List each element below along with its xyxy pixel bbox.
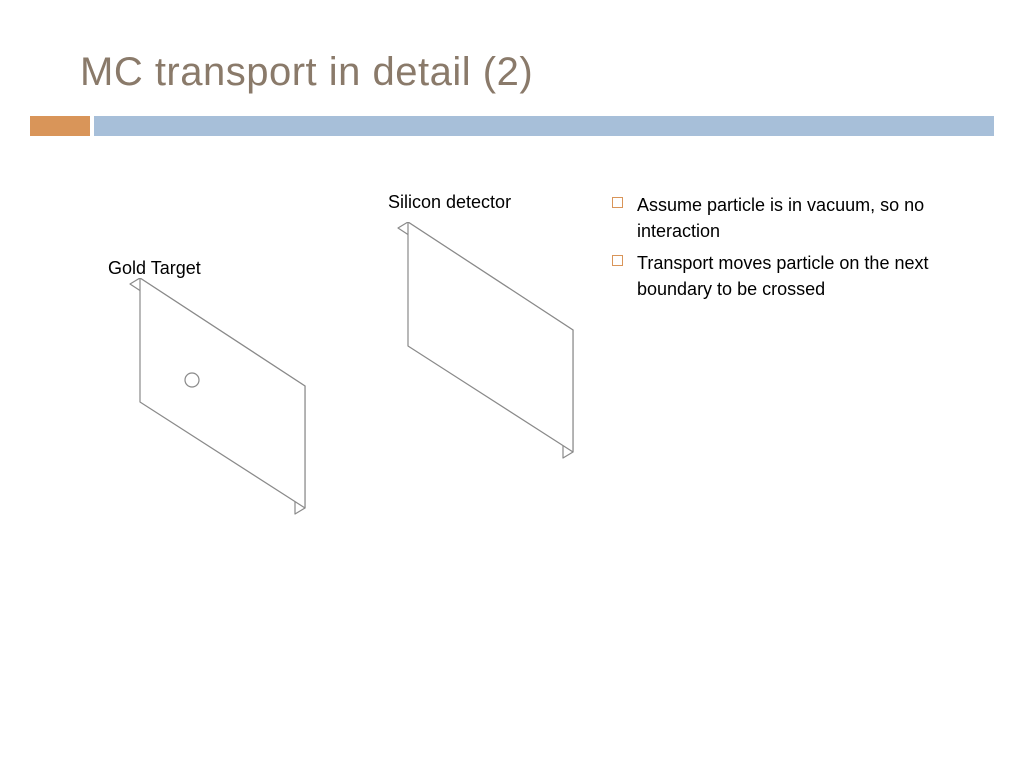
silicon-detector-slab <box>368 222 598 472</box>
bullet-box-icon <box>612 255 623 266</box>
particle-icon <box>185 373 199 387</box>
slide-title: MC transport in detail (2) <box>80 50 533 95</box>
bullet-item: Assume particle is in vacuum, so no inte… <box>612 192 992 244</box>
bullet-box-icon <box>612 197 623 208</box>
gold-target-slab <box>100 278 330 528</box>
rule-orange-segment <box>30 116 90 136</box>
title-rule <box>0 116 1024 136</box>
bullet-text: Assume particle is in vacuum, so no inte… <box>637 192 992 244</box>
gold-target-label: Gold Target <box>108 258 201 279</box>
bullet-item: Transport moves particle on the next bou… <box>612 250 992 302</box>
bullet-text: Transport moves particle on the next bou… <box>637 250 992 302</box>
rule-blue-segment <box>94 116 994 136</box>
silicon-detector-label: Silicon detector <box>388 192 511 213</box>
bullet-list: Assume particle is in vacuum, so no inte… <box>612 192 992 308</box>
